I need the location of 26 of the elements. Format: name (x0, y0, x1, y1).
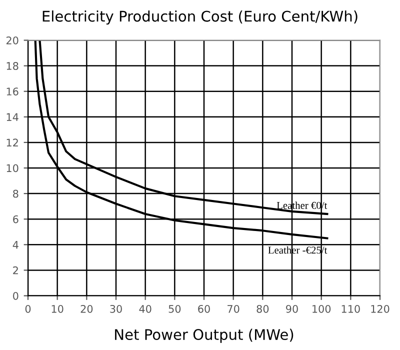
x-tick-label: 100 (312, 304, 331, 313)
chart-title: Electricity Production Cost (Euro Cent/KWh) (42, 10, 358, 25)
x-axis-title: Net Power Output (MWe) (115, 328, 294, 343)
x-tick-label: 20 (80, 304, 93, 313)
x-tick-label: 120 (371, 304, 390, 313)
y-tick-label: 4 (12, 241, 18, 249)
x-tick-label: 70 (228, 304, 240, 313)
y-tick-label: 20 (6, 36, 18, 44)
y-tick-label: 0 (13, 292, 18, 300)
x-tick-label: 60 (198, 304, 210, 313)
y-tick-label: 8 (13, 190, 18, 198)
y-tick-label: 18 (6, 62, 18, 70)
x-tick-label: 50 (168, 304, 181, 313)
x-tick-label: 10 (52, 304, 64, 313)
x-tick-label: 80 (256, 304, 269, 313)
y-tick-label: 2 (13, 266, 18, 274)
y-tick-label: 16 (6, 88, 18, 96)
x-tick-label: 110 (342, 304, 360, 313)
y-tick-label: 10 (6, 164, 18, 172)
x-tick-label: 30 (110, 304, 122, 313)
x-tick-label: 0 (25, 304, 31, 313)
y-tick-label: 6 (13, 215, 18, 224)
x-tick-label: 90 (286, 304, 298, 313)
x-tick-label: 40 (139, 304, 152, 313)
y-tick-label: 14 (6, 113, 18, 121)
y-tick-label: 12 (6, 138, 18, 146)
